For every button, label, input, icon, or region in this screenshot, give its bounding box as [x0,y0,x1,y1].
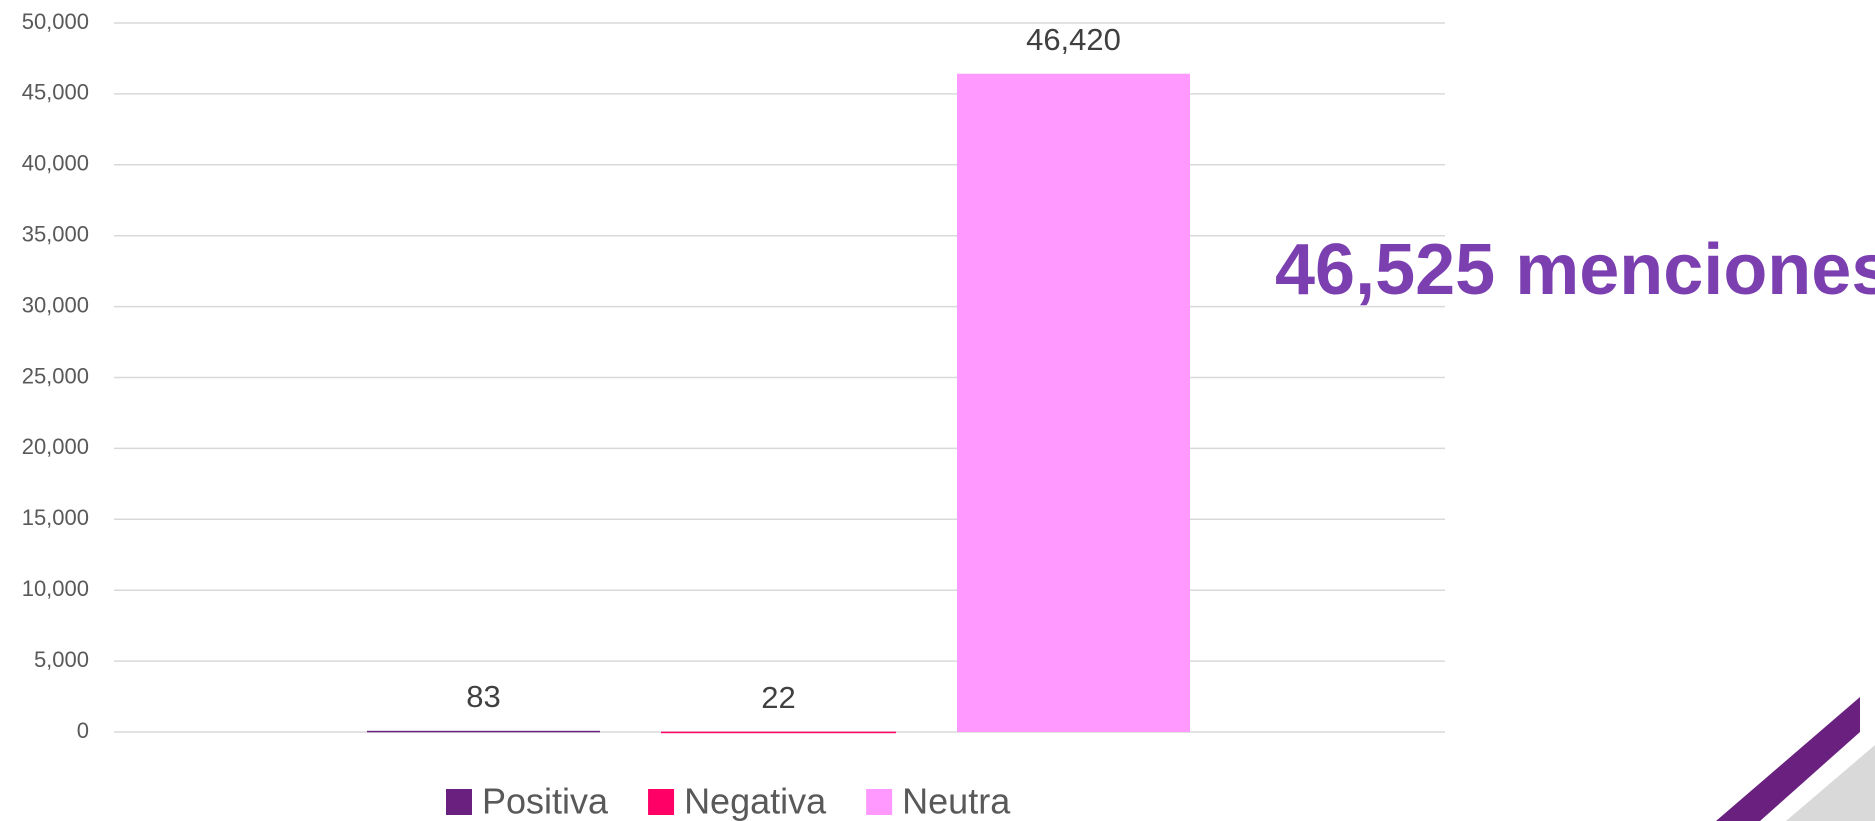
y-tick-label: 15,000 [22,505,89,530]
y-tick-label: 50,000 [22,9,89,34]
legend-label: Positiva [482,781,609,821]
legend-swatch [866,789,893,815]
y-tick-label: 5,000 [34,647,89,672]
y-tick-label: 35,000 [22,222,89,247]
legend-label: Negativa [684,781,827,821]
legend-swatch [648,789,675,815]
data-label: 83 [466,679,500,714]
bar [661,731,896,734]
y-tick-label: 25,000 [22,363,89,388]
bar [367,730,600,733]
y-tick-label: 45,000 [22,80,89,105]
annotation: 46,525 menciones [1275,230,1875,310]
y-tick-label: 10,000 [22,576,89,601]
data-label: 46,420 [1026,22,1121,57]
y-tick-label: 30,000 [22,292,89,317]
y-tick-label: 20,000 [22,434,89,459]
legend-label: Neutra [902,781,1011,821]
bar [957,73,1190,732]
y-tick-label: 0 [77,718,89,743]
decoration [1716,697,1860,821]
decoration [1786,745,1875,821]
legend-swatch [446,789,472,815]
data-label: 22 [761,680,795,715]
y-tick-label: 40,000 [22,151,89,176]
